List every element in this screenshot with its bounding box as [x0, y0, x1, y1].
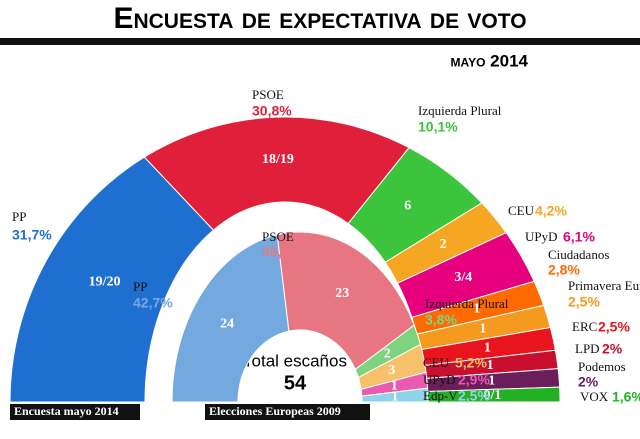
seat-label: 3/4 [454, 270, 472, 285]
segment [171, 234, 290, 403]
value-label: 2,5% [568, 294, 600, 310]
value-label: 30,8% [252, 103, 292, 119]
caption: Encuesta mayo 2014 [14, 404, 119, 418]
party-label: PP [12, 209, 26, 224]
party-label: ERC [572, 319, 597, 334]
value-label: 5,2% [455, 355, 487, 371]
seat-label: 19/20 [89, 274, 121, 289]
caption-box [10, 404, 140, 420]
party-label: Podemos [578, 359, 626, 374]
value-label: 2,5% [458, 388, 490, 404]
segment [276, 231, 415, 371]
seat-label: 0/1 [483, 388, 501, 403]
seat-label: 23 [335, 286, 349, 301]
seat-label: 18/19 [262, 152, 294, 167]
seat-label: 1 [391, 389, 398, 404]
total-seats: 54 [284, 372, 307, 394]
party-label: Edp-V [423, 388, 458, 403]
seat-label: 2 [440, 237, 447, 252]
seat-label: 1 [484, 340, 491, 355]
seat-label: 2 [384, 346, 391, 361]
seat-label: 3 [388, 363, 395, 378]
value-label: 31,7% [12, 227, 52, 243]
value-label: 2,9% [458, 372, 490, 388]
value-label: 42,7% [133, 295, 173, 311]
value-label: 2,8% [548, 262, 580, 278]
seat-label: 1 [473, 302, 480, 317]
value-label: 3,8% [425, 312, 457, 328]
value-label: 1,6% [612, 389, 640, 405]
party-label: PSOE [262, 229, 294, 244]
party-label: UPyD [525, 229, 558, 244]
seat-label: 1 [488, 374, 495, 389]
seat-label: 1 [479, 321, 486, 336]
center-label: Total escaños [243, 351, 347, 370]
value-label: 2% [602, 341, 623, 357]
caption-box [205, 404, 370, 420]
party-label: CEU [508, 203, 535, 218]
title: Encuesta de expectativa de voto [113, 2, 526, 35]
party-label: LPD [575, 341, 600, 356]
caption: Elecciones Europeas 2009 [209, 404, 341, 418]
party-label: Ciudadanos [548, 247, 609, 262]
seat-label: 6 [404, 199, 411, 214]
value-label: 4,2% [535, 203, 567, 219]
date: mayo 2014 [451, 51, 529, 70]
party-label: CEU [423, 355, 450, 370]
value-label: 6,1% [563, 229, 595, 245]
party-label: VOX [580, 389, 609, 404]
value-label: 10,1% [418, 119, 458, 135]
party-label: PP [133, 279, 147, 294]
segment [361, 387, 429, 403]
seat-label: 24 [220, 317, 234, 332]
party-label: UPyD [423, 372, 456, 387]
seat-label: 1 [391, 379, 398, 394]
title-rule [0, 38, 640, 45]
party-label: Primavera Europea [568, 278, 640, 293]
value-label: 39,3% [262, 244, 302, 260]
value-label: 2% [578, 374, 599, 390]
party-label: PSOE [252, 87, 284, 102]
value-label: 2,5% [598, 319, 630, 335]
seat-label: 1 [487, 358, 494, 373]
party-label: Izquierda Plural [418, 103, 502, 118]
party-label: Izquierda Plural [425, 296, 509, 311]
